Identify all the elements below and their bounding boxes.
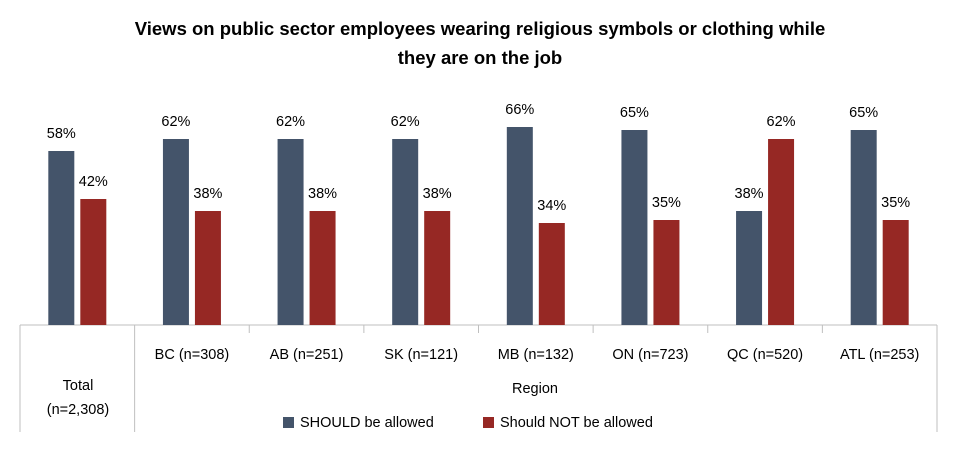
bar-should-be-allowed-qc-n-520	[736, 211, 763, 325]
bar-should-be-allowed-bc-n-308	[162, 139, 189, 325]
data-label-should-not-be-allowed-total: 42%	[79, 174, 108, 190]
data-label-should-be-allowed-qc-n-520: 38%	[735, 186, 764, 202]
data-label-should-be-allowed-total: 58%	[47, 126, 76, 142]
data-label-should-not-be-allowed-on-n-723: 35%	[652, 195, 681, 211]
category-label-mb-n-132: MB (n=132)	[498, 347, 574, 363]
data-label-should-not-be-allowed-qc-n-520: 62%	[767, 114, 796, 130]
bar-should-not-be-allowed-sk-n-121	[424, 211, 451, 325]
legend-label-should-be-allowed: SHOULD be allowed	[300, 415, 434, 431]
category-label-atl-n-253: ATL (n=253)	[840, 347, 919, 363]
bar-should-not-be-allowed-total	[80, 199, 107, 325]
bar-should-be-allowed-atl-n-253	[850, 130, 877, 325]
bar-should-not-be-allowed-mb-n-132	[538, 223, 565, 325]
category-axis	[19, 324, 938, 432]
bar-should-not-be-allowed-ab-n-251	[309, 211, 336, 325]
legend: SHOULD be allowed Should NOT be allowed	[283, 415, 653, 431]
data-labels: 58% 42% 62% 38% 62% 38% 62% 38% 66% 34% 65% 35% 38% 6…	[47, 102, 911, 214]
category-labels: Total (n=2,308) Region BC (n=308) AB (n=2…	[47, 347, 920, 418]
category-label-qc-n-520: QC (n=520)	[727, 347, 803, 363]
data-label-should-be-allowed-bc-n-308: 62%	[161, 114, 190, 130]
category-label-ab-n-251: AB (n=251)	[270, 347, 344, 363]
bar-should-be-allowed-ab-n-251	[277, 139, 304, 325]
data-label-should-be-allowed-atl-n-253: 65%	[849, 105, 878, 121]
data-label-should-not-be-allowed-atl-n-253: 35%	[881, 195, 910, 211]
category-label-sk-n-121: SK (n=121)	[384, 347, 458, 363]
category-label-bc-n-308: BC (n=308)	[155, 347, 230, 363]
legend-label-should-not-be-allowed: Should NOT be allowed	[500, 415, 653, 431]
data-label-should-be-allowed-ab-n-251: 62%	[276, 114, 305, 130]
chart-title-line-2: they are on the job	[398, 47, 562, 68]
bar-should-not-be-allowed-atl-n-253	[882, 220, 909, 325]
bars	[48, 127, 909, 325]
group-label-region: Region	[512, 381, 558, 397]
bar-should-be-allowed-mb-n-132	[506, 127, 533, 325]
bar-should-not-be-allowed-qc-n-520	[768, 139, 795, 325]
bar-should-be-allowed-total	[48, 151, 75, 325]
chart-title-line-1: Views on public sector employees wearing…	[135, 18, 826, 39]
data-label-should-not-be-allowed-mb-n-132: 34%	[537, 198, 566, 214]
data-label-should-be-allowed-mb-n-132: 66%	[505, 102, 534, 118]
data-label-should-not-be-allowed-bc-n-308: 38%	[193, 186, 222, 202]
data-label-should-be-allowed-on-n-723: 65%	[620, 105, 649, 121]
bar-should-not-be-allowed-bc-n-308	[194, 211, 221, 325]
chart-title: Views on public sector employees wearing…	[135, 18, 826, 68]
legend-swatch-should-not-be-allowed	[483, 417, 494, 428]
category-label-on-n-723: ON (n=723)	[612, 347, 688, 363]
bar-should-not-be-allowed-on-n-723	[653, 220, 680, 325]
category-label-total-line-1: Total	[63, 378, 94, 394]
legend-swatch-should-be-allowed	[283, 417, 294, 428]
data-label-should-not-be-allowed-ab-n-251: 38%	[308, 186, 337, 202]
category-label-total-line-2: (n=2,308)	[47, 402, 109, 418]
bar-should-be-allowed-on-n-723	[621, 130, 648, 325]
data-label-should-be-allowed-sk-n-121: 62%	[391, 114, 420, 130]
bar-should-be-allowed-sk-n-121	[392, 139, 419, 325]
data-label-should-not-be-allowed-sk-n-121: 38%	[423, 186, 452, 202]
